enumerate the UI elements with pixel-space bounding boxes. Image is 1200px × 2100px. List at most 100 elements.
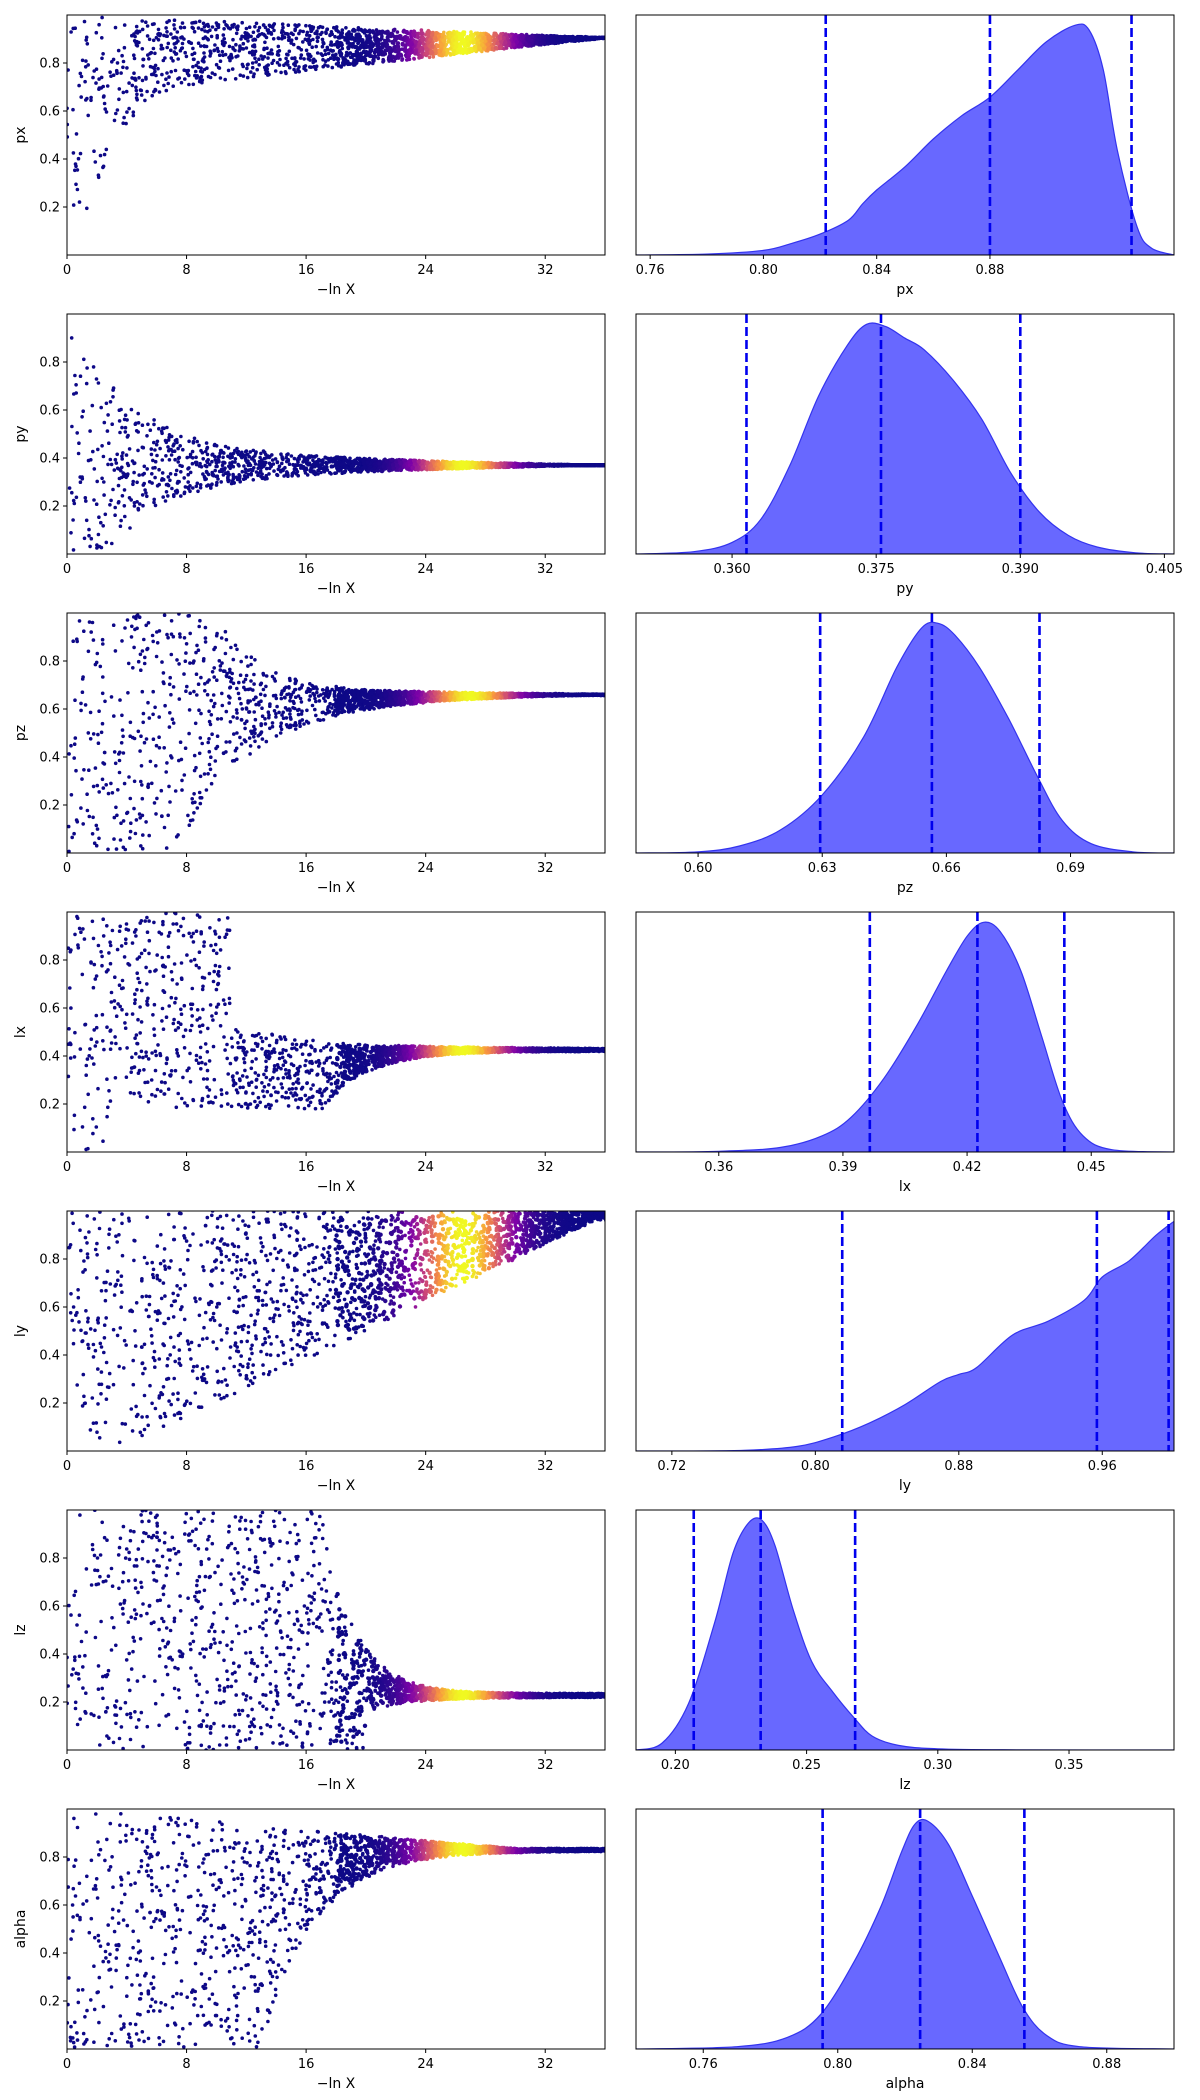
trace-point [298, 56, 303, 60]
trace-point [606, 693, 610, 697]
x-tick-label: 0.88 [975, 263, 1004, 278]
trace-point [151, 458, 155, 463]
x-tick-label: 32 [537, 263, 554, 278]
trace-point [115, 61, 120, 65]
trace-point [346, 45, 351, 50]
trace-point [200, 27, 204, 32]
trace-point [192, 768, 197, 773]
trace-point [293, 27, 298, 32]
trace-point [338, 40, 343, 46]
trace-point [140, 423, 145, 428]
trace-point [606, 463, 610, 467]
trace-point [236, 54, 240, 58]
trace-point [305, 473, 310, 477]
trace-point [480, 42, 485, 48]
trace-point [67, 486, 72, 490]
trace-point [156, 80, 160, 84]
trace-point [156, 66, 160, 71]
trace-point [161, 495, 165, 499]
trace-point [76, 156, 81, 161]
trace-point [395, 34, 400, 40]
trace-point [330, 43, 334, 47]
trace-point [140, 689, 145, 694]
trace-point [411, 33, 417, 38]
trace-point [486, 35, 491, 40]
trace-point [329, 40, 334, 44]
trace-point [403, 43, 408, 48]
trace-point [274, 671, 278, 675]
trace-point [197, 19, 202, 24]
trace-point [497, 45, 502, 51]
trace-point [297, 46, 302, 50]
trace-point [605, 36, 609, 40]
trace-point [466, 36, 471, 42]
trace-point [157, 426, 161, 431]
trace-point [115, 466, 120, 471]
trace-point [236, 25, 240, 29]
trace-point [446, 462, 451, 467]
trace-point [411, 458, 417, 463]
trace-point [344, 53, 349, 58]
trace-point [375, 48, 380, 54]
trace-point [286, 53, 290, 57]
trace-point [200, 741, 204, 746]
trace-point [205, 459, 209, 464]
trace-point [219, 636, 224, 640]
trace-point [406, 57, 410, 62]
trace-point [145, 89, 149, 94]
trace-point [529, 461, 534, 467]
trace-point [250, 731, 254, 736]
trace-point [174, 468, 179, 473]
trace-point [371, 57, 376, 63]
trace-point [195, 439, 199, 444]
trace-point [118, 698, 122, 702]
trace-point [277, 710, 281, 715]
trace-point [164, 454, 168, 458]
trace-point [121, 471, 125, 475]
trace-point [247, 710, 251, 714]
trace-point [134, 429, 139, 433]
trace-point [81, 409, 85, 414]
trace-point [191, 46, 195, 51]
trace-point [394, 462, 399, 468]
trace-point [120, 728, 125, 732]
trace-point [223, 444, 228, 449]
trace-point [229, 645, 233, 650]
trace-point [127, 106, 131, 111]
trace-point [249, 34, 253, 39]
trace-point [251, 478, 256, 482]
trace-point [242, 685, 246, 690]
trace-point [169, 48, 173, 53]
trace-point [243, 467, 248, 472]
trace-point [106, 413, 110, 417]
trace-point [334, 464, 340, 469]
trace-point [171, 36, 175, 40]
trace-point [209, 485, 213, 489]
trace-point [324, 30, 328, 34]
trace-point [169, 632, 174, 636]
trace-point [413, 39, 418, 44]
trace-point [104, 147, 109, 152]
trace-point [354, 466, 359, 472]
trace-point [226, 479, 231, 484]
trace-point [492, 37, 498, 42]
trace-point [192, 436, 197, 441]
trace-point [202, 67, 207, 72]
trace-point [266, 56, 270, 60]
trace-point [119, 741, 124, 745]
trace-point [217, 53, 222, 57]
trace-point [232, 732, 236, 736]
trace-point [257, 32, 262, 37]
trace-point [562, 38, 568, 43]
trace-point [183, 746, 188, 750]
trace-point [288, 725, 293, 729]
trace-point [261, 23, 266, 27]
trace-point [450, 37, 456, 43]
trace-point [165, 632, 169, 637]
trace-point [88, 544, 92, 549]
trace-point [384, 459, 390, 464]
trace-point [419, 28, 424, 32]
trace-point [112, 750, 117, 754]
trace-point [201, 57, 205, 61]
y-tick-label: 0.6 [39, 105, 60, 120]
